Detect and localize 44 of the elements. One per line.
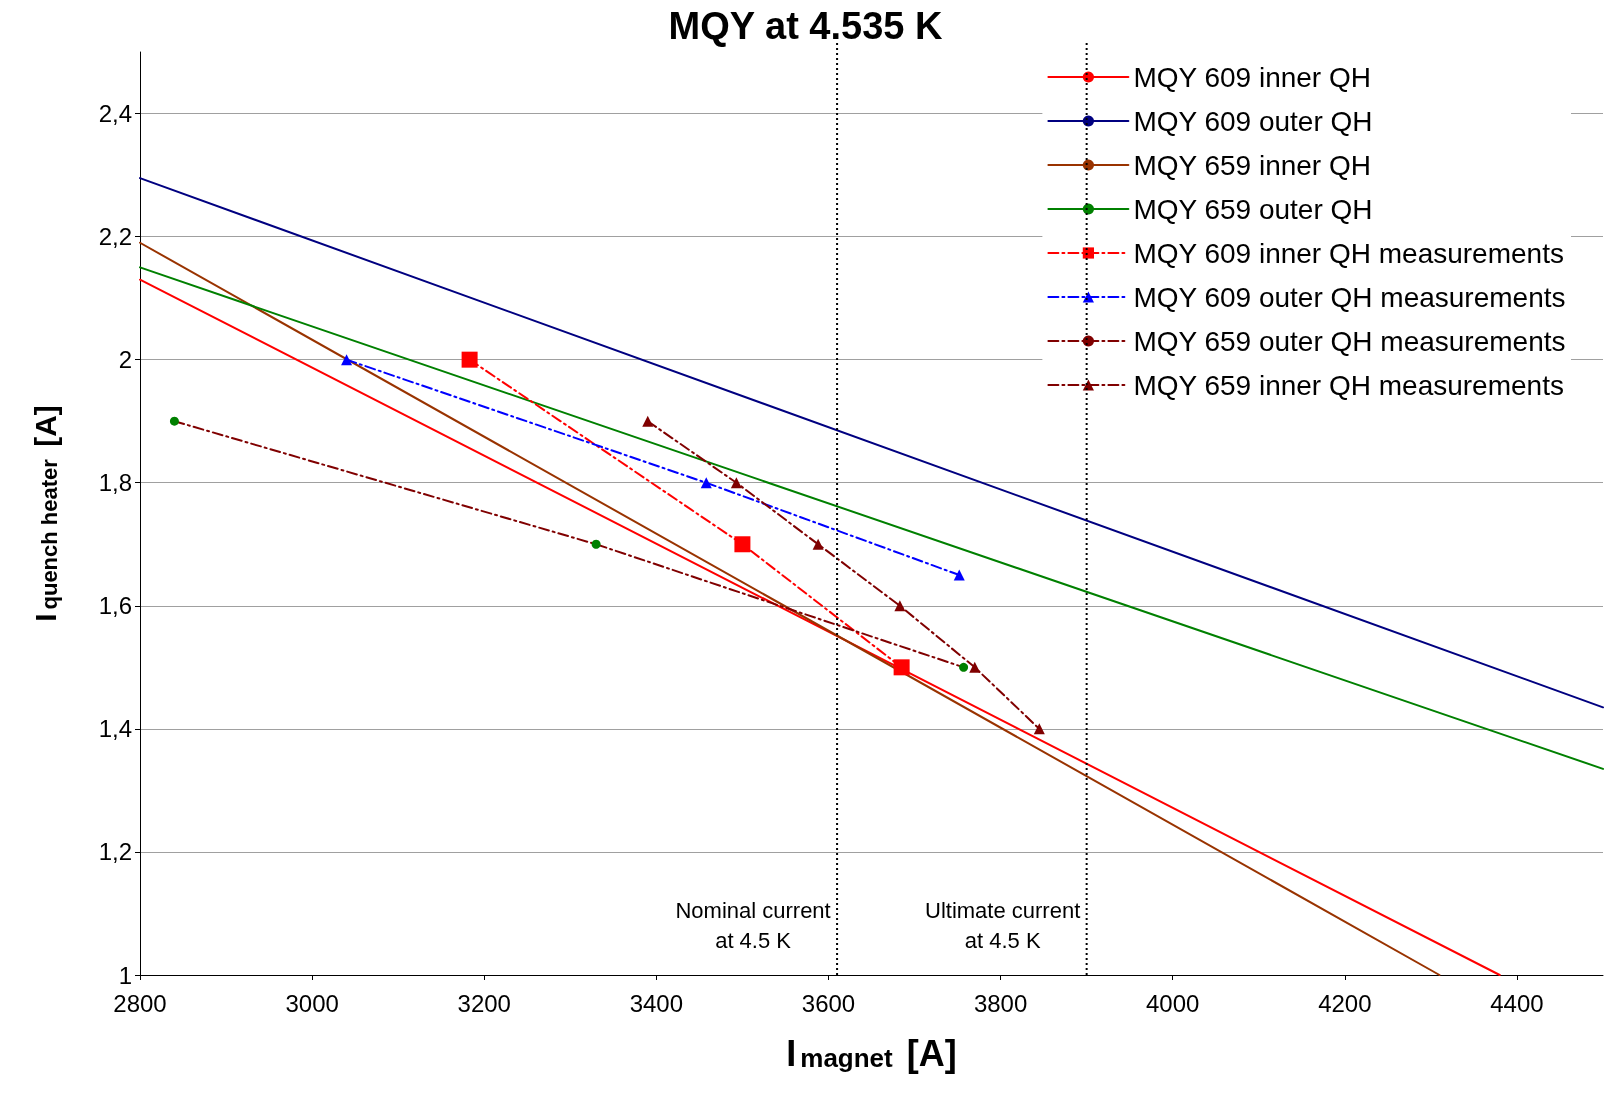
- point: [700, 477, 712, 489]
- point: [642, 415, 654, 427]
- point: [894, 600, 906, 612]
- legend-label: MQY 609 inner QH: [1133, 61, 1371, 93]
- legend-label: MQY 659 outer QH: [1133, 193, 1373, 225]
- x-tick-label: 3000: [285, 989, 339, 1017]
- legend-label: MQY 609 inner QH measurements: [1133, 237, 1564, 269]
- x-tick-label: 3600: [801, 989, 856, 1017]
- point: [730, 477, 742, 489]
- point: [341, 354, 353, 366]
- point: [893, 659, 910, 676]
- point: [734, 536, 751, 553]
- y-tick-label: 1,4: [98, 715, 132, 743]
- legend-label: MQY 659 outer QH measurements: [1133, 325, 1566, 357]
- x-tick-label: 2800: [113, 989, 167, 1017]
- point: [953, 569, 965, 581]
- x-tick-label: 3800: [973, 989, 1028, 1017]
- point: [812, 538, 824, 550]
- x-tick-label: 3400: [629, 989, 684, 1017]
- legend-label: MQY 659 inner QH measurements: [1133, 369, 1564, 401]
- ref-line-label: Nominal current at 4.5 K: [675, 897, 831, 953]
- y-tick-label: 1,8: [98, 469, 132, 497]
- x-tick-label: 4400: [1490, 989, 1544, 1017]
- legend-label: MQY 659 inner QH: [1133, 149, 1371, 181]
- y-tick-label: 2: [118, 346, 132, 374]
- ref-line-label: Ultimate current at 4.5 K: [925, 897, 1081, 953]
- y-axis-title: Iquench heater [A]: [28, 405, 62, 622]
- y-tick-label: 2,2: [98, 223, 132, 251]
- legend-label: MQY 609 outer QH measurements: [1133, 281, 1566, 313]
- y-tick-label: 1,6: [98, 592, 132, 620]
- point: [169, 416, 179, 426]
- legend-label: MQY 609 outer QH: [1133, 105, 1373, 137]
- point: [969, 661, 981, 673]
- y-tick-label: 2,4: [98, 100, 132, 128]
- point: [591, 539, 601, 549]
- x-tick-label: 3200: [457, 989, 511, 1017]
- y-tick-label: 1: [118, 961, 132, 989]
- point: [1033, 723, 1045, 735]
- y-tick-label: 1,2: [98, 838, 132, 866]
- x-tick-label: 4200: [1318, 989, 1372, 1017]
- point: [461, 351, 478, 368]
- chart-title: MQY at 4.535 K: [668, 5, 943, 47]
- x-tick-label: 4000: [1146, 989, 1200, 1017]
- point: [959, 662, 969, 672]
